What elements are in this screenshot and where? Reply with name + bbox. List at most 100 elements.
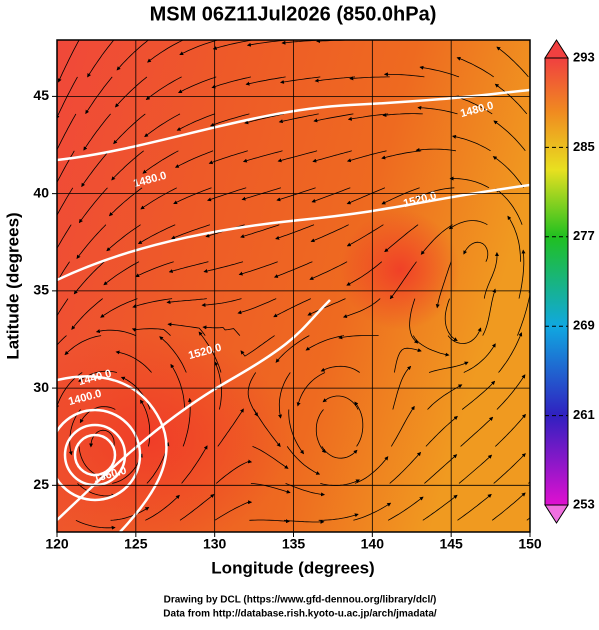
x-tick-label: 130 bbox=[203, 536, 227, 552]
streamline bbox=[174, 150, 214, 168]
streamline bbox=[176, 113, 215, 131]
streamline bbox=[177, 76, 217, 94]
streamline bbox=[57, 76, 78, 120]
streamline bbox=[212, 40, 253, 50]
y-tick-label: 35 bbox=[33, 282, 49, 298]
streamline bbox=[182, 397, 192, 447]
streamline bbox=[103, 261, 140, 286]
y-tick-label: 45 bbox=[33, 87, 49, 103]
streamline bbox=[106, 224, 141, 252]
streamline bbox=[100, 298, 138, 318]
y-axis-label: Latitude (degrees) bbox=[3, 212, 22, 359]
streamline bbox=[311, 187, 351, 203]
streamline bbox=[389, 451, 422, 484]
streamline bbox=[283, 519, 325, 524]
streamline bbox=[166, 298, 207, 305]
title: MSM 06Z11Jul2026 (850.0hPa) bbox=[150, 3, 437, 25]
streamline bbox=[240, 335, 275, 357]
streamline bbox=[278, 372, 291, 419]
credit: Drawing by DCL (https://www.gfd-dennou.o… bbox=[164, 595, 437, 606]
colorbar-tick-label: 269 bbox=[573, 318, 595, 333]
colorbar-tick-label: 261 bbox=[573, 407, 595, 422]
streamline bbox=[277, 150, 318, 163]
streamline bbox=[77, 483, 116, 498]
y-tick-label: 40 bbox=[33, 184, 49, 200]
streamline bbox=[167, 322, 206, 336]
streamline bbox=[57, 187, 74, 217]
streamline bbox=[463, 241, 489, 262]
streamline bbox=[318, 513, 359, 521]
streamline bbox=[507, 215, 521, 262]
streamline bbox=[491, 492, 526, 521]
x-tick-label: 120 bbox=[45, 536, 69, 552]
streamline bbox=[448, 220, 488, 230]
streamline bbox=[498, 332, 523, 373]
streamline bbox=[314, 76, 356, 83]
streamline bbox=[280, 76, 321, 84]
streamline bbox=[459, 40, 461, 41]
streamline bbox=[168, 261, 209, 273]
streamline bbox=[387, 496, 424, 521]
colorbar-tick-label: 293 bbox=[573, 49, 595, 64]
streamline bbox=[201, 298, 242, 307]
x-tick-label: 145 bbox=[439, 536, 463, 552]
streamline bbox=[494, 83, 528, 115]
streamline bbox=[57, 224, 72, 250]
streamline bbox=[210, 113, 250, 127]
streamline bbox=[296, 372, 326, 407]
streamline bbox=[346, 224, 384, 247]
streamline bbox=[494, 40, 496, 41]
streamline bbox=[305, 335, 345, 351]
streamline bbox=[347, 113, 389, 121]
streamline bbox=[240, 224, 280, 238]
streamline bbox=[57, 113, 77, 156]
colorbar-tick-label: 253 bbox=[573, 496, 595, 511]
streamline bbox=[89, 429, 115, 448]
streamline bbox=[423, 40, 426, 41]
streamline bbox=[496, 374, 526, 410]
streamline bbox=[381, 150, 422, 160]
x-tick-label: 125 bbox=[124, 536, 148, 552]
streamline bbox=[131, 328, 171, 336]
streamline bbox=[68, 409, 81, 456]
streamline bbox=[79, 406, 116, 424]
streamline bbox=[428, 361, 469, 373]
streamline bbox=[242, 150, 283, 163]
colorbar-arrow-top bbox=[544, 39, 569, 59]
x-axis-label: Longitude (degrees) bbox=[211, 558, 374, 577]
streamline bbox=[173, 187, 212, 205]
streamline bbox=[170, 363, 186, 410]
streamline bbox=[409, 298, 419, 344]
streamline bbox=[322, 395, 359, 410]
streamline bbox=[275, 224, 315, 240]
streamline bbox=[495, 413, 526, 447]
streamline bbox=[71, 298, 103, 330]
streamline bbox=[179, 494, 215, 521]
streamline bbox=[276, 187, 316, 202]
streamline bbox=[247, 372, 259, 417]
streamline bbox=[85, 76, 113, 115]
streamline bbox=[115, 350, 152, 373]
streamline bbox=[57, 298, 69, 317]
streamline bbox=[275, 335, 310, 363]
streamline bbox=[454, 95, 493, 115]
streamline bbox=[108, 187, 143, 217]
y-tick-label: 30 bbox=[33, 379, 49, 395]
streamline bbox=[244, 113, 285, 125]
streamline bbox=[181, 445, 208, 484]
streamline bbox=[217, 408, 244, 447]
streamline bbox=[245, 76, 286, 86]
streamline bbox=[496, 46, 529, 78]
streamline bbox=[482, 288, 497, 336]
streamline bbox=[132, 298, 173, 308]
colorbar-tick-label: 285 bbox=[573, 139, 595, 154]
streamline bbox=[458, 454, 493, 484]
streamline bbox=[214, 500, 253, 521]
streamline bbox=[382, 113, 423, 118]
streamline bbox=[346, 261, 383, 286]
x-tick-label: 150 bbox=[518, 536, 542, 552]
streamline bbox=[250, 483, 291, 494]
streamline bbox=[81, 150, 110, 188]
streamline bbox=[237, 298, 277, 315]
streamline bbox=[354, 456, 389, 484]
